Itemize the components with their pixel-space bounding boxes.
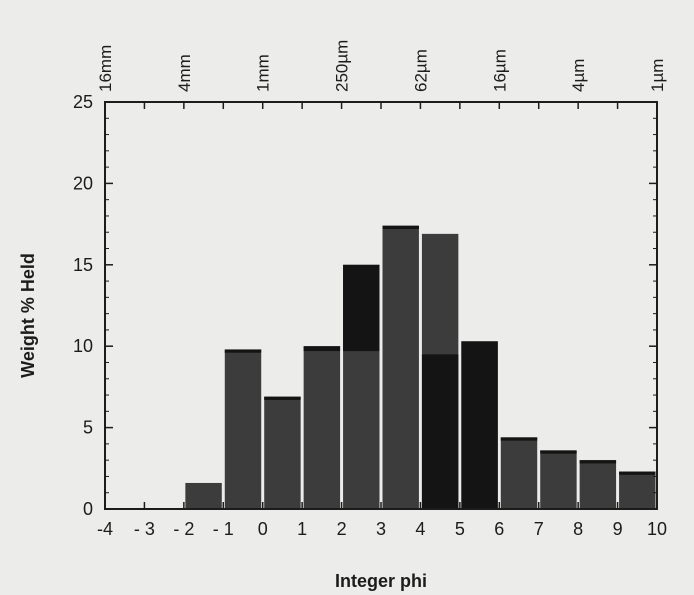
bar-dark-segment xyxy=(619,472,655,475)
bar-dark-segment xyxy=(580,460,616,463)
y-tick-label: 10 xyxy=(73,336,93,356)
x-tick-label: 3 xyxy=(376,519,386,539)
x-tick-label: -4 xyxy=(97,519,113,539)
bar-dark-segment xyxy=(264,397,300,400)
y-axis-title: Weight % Held xyxy=(18,253,38,378)
bar xyxy=(580,460,616,509)
x-tick-label: 0 xyxy=(258,519,268,539)
bar-dark-segment xyxy=(343,265,379,351)
x-tick-label: 9 xyxy=(613,519,623,539)
top-size-label: 4mm xyxy=(175,54,194,92)
x-tick-label: 2 xyxy=(337,519,347,539)
bar-dark-segment xyxy=(225,349,261,352)
x-tick-label: - 3 xyxy=(134,519,155,539)
bar xyxy=(225,349,261,509)
x-tick-label: 8 xyxy=(573,519,583,539)
bar-dark-segment xyxy=(383,226,419,229)
x-tick-label: - 1 xyxy=(213,519,234,539)
top-size-label: 1mm xyxy=(254,54,273,92)
bar-dark-segment xyxy=(422,354,458,509)
bar-dark-segment xyxy=(540,450,576,453)
x-tick-label: 6 xyxy=(494,519,504,539)
top-size-label: 1µm xyxy=(648,59,667,92)
y-tick-label: 15 xyxy=(73,255,93,275)
bars xyxy=(185,226,655,509)
bar-dark-segment xyxy=(304,346,340,351)
y-tick-label: 0 xyxy=(83,499,93,519)
bar xyxy=(619,472,655,509)
top-size-label: 62µm xyxy=(411,49,430,92)
x-tick-label: 10 xyxy=(647,519,667,539)
bar xyxy=(185,483,221,509)
y-tick-label: 25 xyxy=(73,92,93,112)
top-size-label: 250µm xyxy=(333,40,352,92)
bar xyxy=(383,226,419,509)
bar xyxy=(540,450,576,509)
bar xyxy=(304,346,340,509)
top-size-label: 16mm xyxy=(96,45,115,92)
bar xyxy=(501,437,537,509)
x-tick-label: 1 xyxy=(297,519,307,539)
plot-frame xyxy=(105,102,657,509)
x-tick-label: 7 xyxy=(534,519,544,539)
x-tick-label: 4 xyxy=(415,519,425,539)
top-size-label: 16µm xyxy=(490,49,509,92)
x-axis-title: Integer phi xyxy=(335,571,427,591)
bar-dark-segment xyxy=(501,437,537,440)
bar xyxy=(264,397,300,509)
x-tick-label: 5 xyxy=(455,519,465,539)
y-tick-label: 20 xyxy=(73,173,93,193)
top-size-labels: 16mm 4mm 1mm 250µm 62µm 16µm 4µm 1µm xyxy=(96,40,667,92)
x-tick-label: - 2 xyxy=(173,519,194,539)
y-tick-label: 5 xyxy=(83,418,93,438)
top-size-label: 4µm xyxy=(569,59,588,92)
bar-dark-segment xyxy=(461,341,497,509)
